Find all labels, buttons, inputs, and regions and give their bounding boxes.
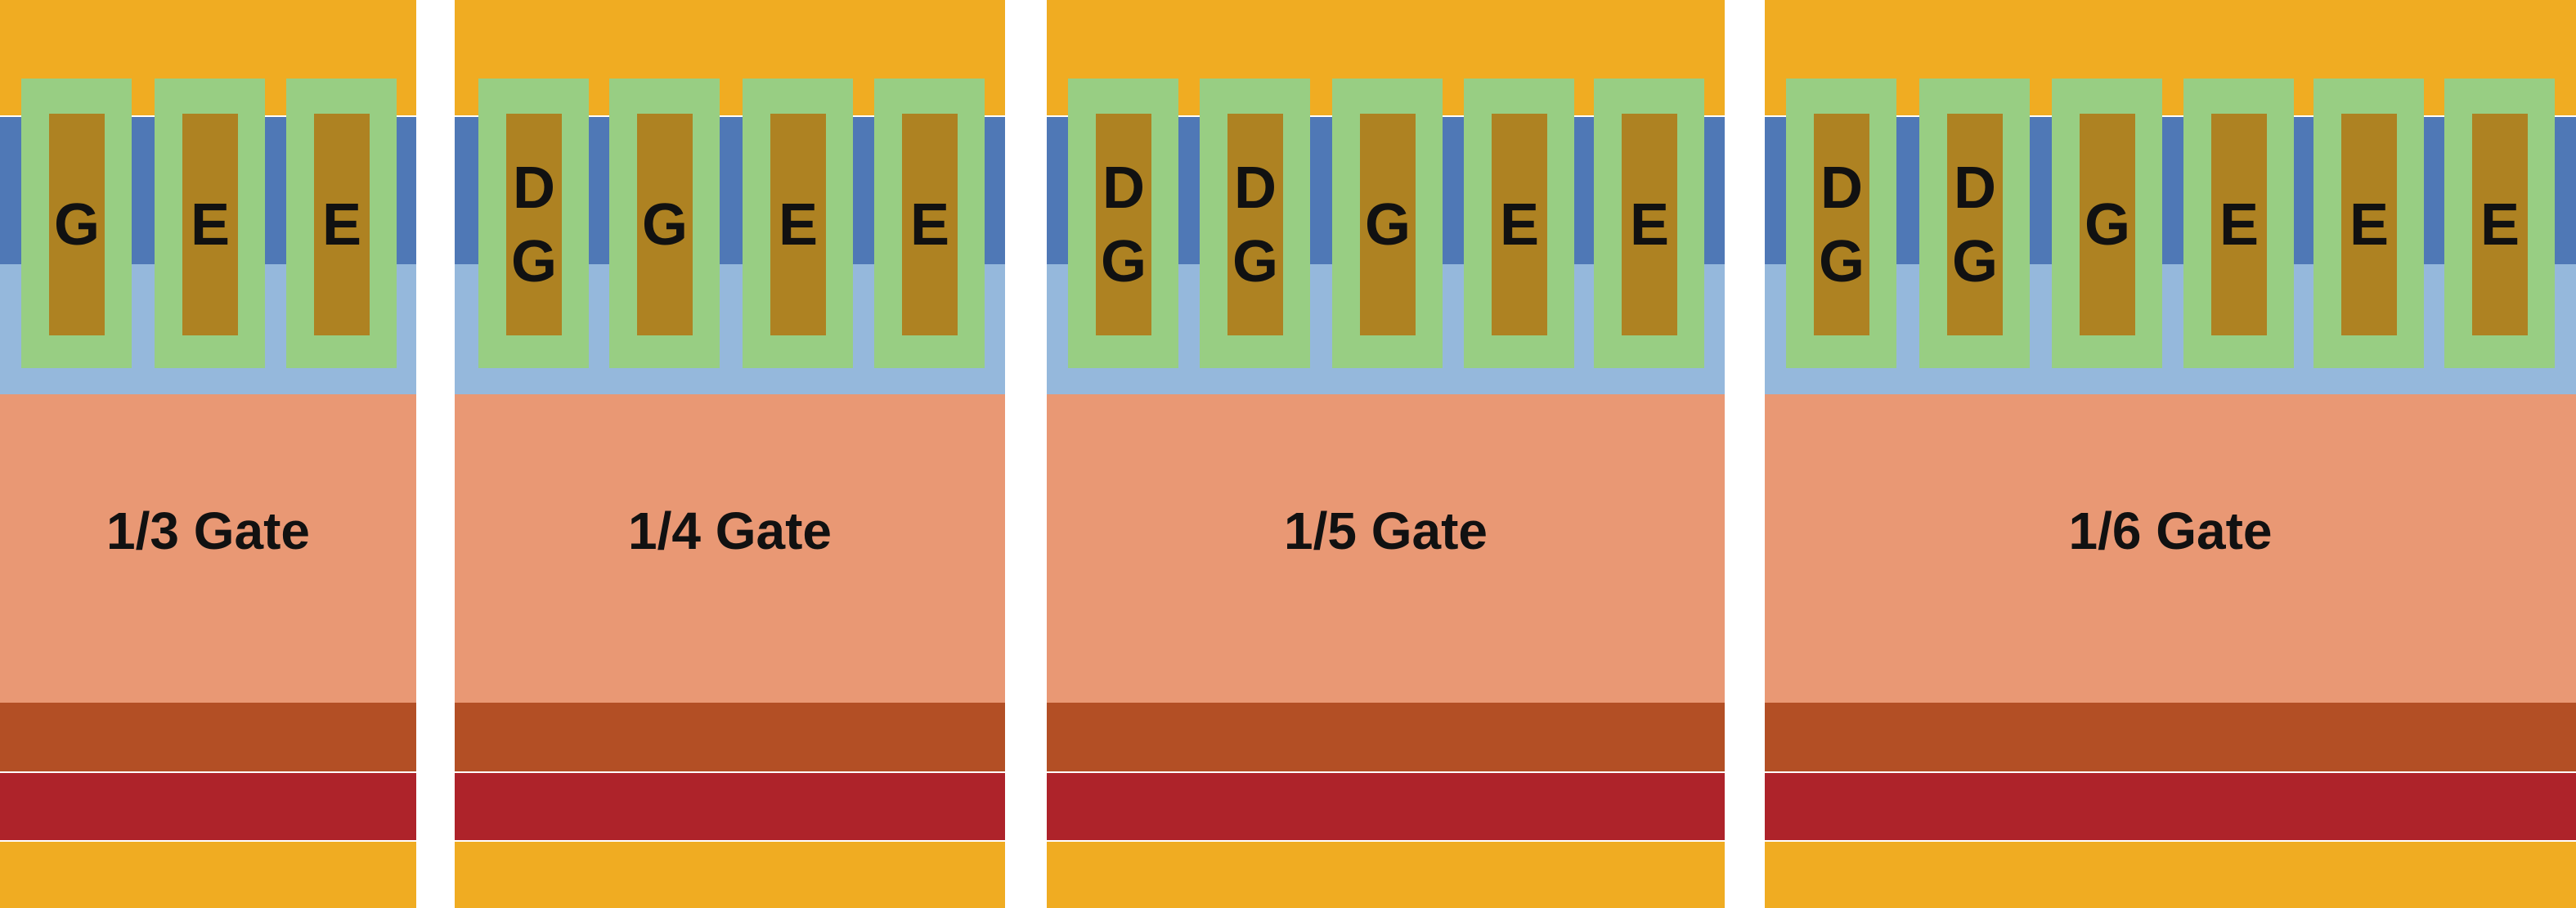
gate-core: E — [770, 114, 826, 335]
gate-core: E — [2211, 114, 2267, 335]
gate-spacer: G — [1332, 79, 1443, 368]
gate-letter: E — [190, 191, 231, 258]
gate-letter: G — [1232, 228, 1278, 294]
gate-core: E — [314, 114, 370, 335]
bottom-layer — [1765, 842, 2576, 908]
gate-spacer: E — [2444, 79, 2555, 368]
gate-core: E — [1622, 114, 1677, 335]
gate-letter: G — [2084, 191, 2130, 258]
gate-letter: E — [321, 191, 362, 258]
gate-core: E — [182, 114, 238, 335]
gate-letter: E — [909, 191, 950, 258]
bottom-layer — [1047, 842, 1725, 908]
lower-layer — [0, 703, 416, 771]
gate-letter: E — [2219, 191, 2260, 258]
gate-core: E — [2341, 114, 2397, 335]
bottom-layer — [455, 842, 1005, 908]
panel-3: D G D G G E E 1/5 Gate — [1047, 0, 1725, 908]
red-layer — [455, 773, 1005, 840]
panel-4: D G D G G E E E 1/6 Gate — [1765, 0, 2576, 908]
red-layer — [1047, 773, 1725, 840]
gate-letter: E — [778, 191, 819, 258]
gate-spacer: E — [286, 79, 397, 368]
gate-spacer: E — [2183, 79, 2294, 368]
light-blue-layer — [1765, 264, 2576, 394]
panel-1: G E E 1/3 Gate — [0, 0, 416, 908]
dark-blue-layer — [1765, 117, 2576, 264]
gate-core: E — [902, 114, 958, 335]
gate-letter: E — [1499, 191, 1540, 258]
gate-spacer: E — [874, 79, 985, 368]
gate-core: E — [1492, 114, 1547, 335]
gate-letter: G — [641, 191, 688, 258]
gate-spacer: G — [2052, 79, 2162, 368]
panel-2: D G G E E 1/4 Gate — [455, 0, 1005, 908]
bottom-layer — [0, 842, 416, 908]
gate-spacer: E — [2313, 79, 2424, 368]
top-layer — [1765, 0, 2576, 115]
gate-spacer: E — [155, 79, 265, 368]
gate-core: G — [2080, 114, 2135, 335]
gate-core: G — [1360, 114, 1416, 335]
gate-letter: D — [513, 155, 555, 221]
body-layer — [0, 394, 416, 703]
red-layer — [0, 773, 416, 840]
gate-spacer: E — [743, 79, 853, 368]
gate-core: E — [2472, 114, 2528, 335]
gate-letter: G — [1100, 228, 1147, 294]
panel-label: 1/5 Gate — [1283, 501, 1488, 560]
gate-core: G — [49, 114, 105, 335]
gate-letter: G — [1364, 191, 1411, 258]
gate-core: G — [637, 114, 693, 335]
gate-letter: D — [1234, 155, 1277, 221]
gate-spacer: G — [21, 79, 132, 368]
panel-label: 1/3 Gate — [105, 501, 311, 560]
gate-letter: D — [1102, 155, 1145, 221]
red-layer — [1765, 773, 2576, 840]
gate-letter: G — [510, 228, 557, 294]
gate-letter: D — [1954, 155, 1996, 221]
panel-label: 1/6 Gate — [2068, 501, 2273, 560]
gate-letter: E — [2349, 191, 2390, 258]
gate-letter: G — [53, 191, 100, 258]
lower-layer — [1047, 703, 1725, 771]
body-layer — [455, 394, 1005, 703]
gate-spacer: E — [1594, 79, 1704, 368]
gate-letter: E — [2480, 191, 2520, 258]
gate-letter: G — [1951, 228, 1998, 294]
body-layer — [1765, 394, 2576, 703]
body-layer — [1047, 394, 1725, 703]
lower-layer — [1765, 703, 2576, 771]
gate-letter: E — [1629, 191, 1670, 258]
lower-layer — [455, 703, 1005, 771]
panel-label: 1/4 Gate — [627, 501, 832, 560]
gate-letter: G — [1818, 228, 1865, 294]
gate-spacer: G — [609, 79, 720, 368]
gate-spacer: E — [1464, 79, 1574, 368]
gate-letter: D — [1820, 155, 1863, 221]
